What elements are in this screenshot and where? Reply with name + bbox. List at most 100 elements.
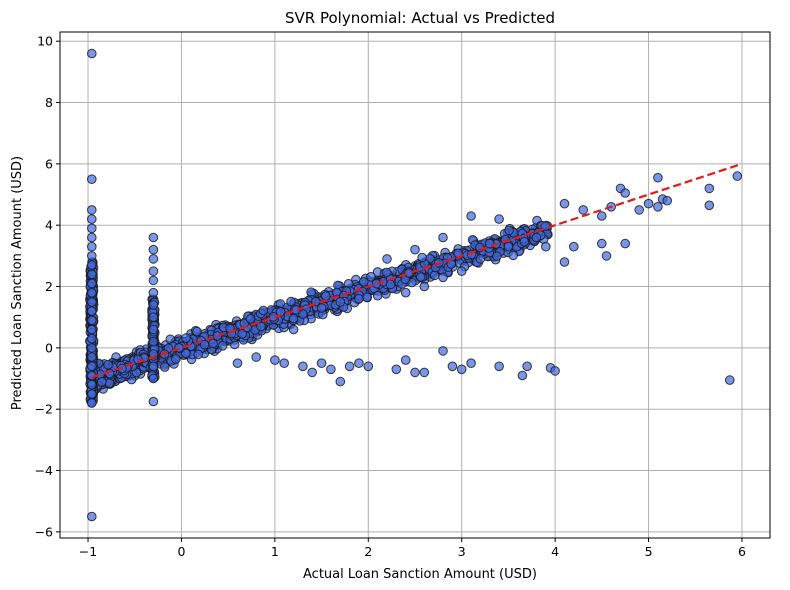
data-point [550, 366, 560, 376]
data-point [316, 358, 327, 369]
data-point [298, 361, 308, 372]
data-point [87, 278, 97, 289]
data-point [87, 297, 97, 307]
data-point [97, 377, 107, 387]
y-tick-label: −4 [35, 463, 53, 478]
data-point [87, 324, 97, 335]
data-point [148, 232, 159, 243]
data-point [456, 364, 467, 375]
data-point [569, 241, 579, 252]
data-point [87, 352, 97, 362]
data-point [87, 269, 97, 280]
data-point [597, 211, 607, 221]
data-point [559, 257, 570, 267]
data-point [103, 360, 113, 370]
data-point [597, 238, 607, 249]
data-point [87, 333, 97, 344]
data-point [87, 361, 97, 372]
data-point [382, 254, 392, 264]
data-point [148, 300, 159, 310]
x-tick-label: 0 [177, 544, 185, 559]
data-point [704, 183, 715, 194]
data-point [335, 297, 346, 307]
data-point [391, 364, 402, 375]
x-tick-label: 6 [738, 544, 746, 559]
data-points [85, 48, 743, 522]
plot-frame [59, 31, 771, 539]
data-point [410, 244, 420, 255]
data-point [371, 278, 382, 289]
data-point [522, 361, 532, 372]
data-point [620, 188, 631, 198]
data-point [447, 361, 458, 372]
data-point [732, 171, 743, 181]
data-point [578, 205, 589, 215]
data-point [363, 361, 374, 372]
data-point [87, 315, 97, 326]
data-point [366, 272, 376, 282]
data-point [251, 352, 262, 362]
data-point [192, 326, 202, 337]
data-point [634, 205, 645, 215]
data-point [181, 333, 191, 343]
data-point [494, 214, 504, 224]
data-point [410, 367, 420, 378]
data-point [270, 355, 280, 365]
data-point [620, 238, 631, 249]
data-point [429, 270, 440, 281]
data-point [104, 378, 115, 389]
data-point [326, 364, 336, 375]
data-point [417, 252, 427, 263]
data-point [559, 198, 570, 209]
data-point [307, 367, 318, 378]
data-point [148, 254, 159, 264]
data-point [87, 260, 97, 270]
data-point [438, 272, 448, 283]
data-point [87, 48, 97, 59]
data-point [87, 343, 97, 353]
data-point [372, 290, 383, 301]
data-point [87, 223, 97, 234]
data-point [354, 358, 364, 369]
data-point [653, 172, 663, 183]
x-tick-label: 2 [364, 544, 372, 559]
data-point [148, 266, 159, 277]
y-tick-label: 4 [45, 218, 53, 233]
data-point [531, 232, 542, 243]
data-point [288, 313, 299, 324]
data-point [148, 373, 159, 384]
data-point [517, 370, 528, 381]
data-point [643, 198, 654, 209]
x-tick-label: 3 [458, 544, 466, 559]
x-tick-label: 4 [551, 544, 559, 559]
data-point [359, 277, 369, 287]
data-point [87, 389, 97, 399]
y-tick-label: −6 [35, 524, 53, 539]
data-point [316, 303, 327, 313]
data-point [148, 396, 159, 407]
data-point [87, 511, 97, 522]
data-point [87, 214, 97, 224]
data-point [438, 346, 448, 356]
y-axis-label: Predicted Loan Sanction Amount (USD) [10, 156, 25, 410]
data-point [148, 312, 159, 323]
data-point [354, 294, 364, 304]
data-point [288, 324, 299, 335]
y-tick-label: 8 [45, 95, 53, 110]
chart-title: SVR Polynomial: Actual vs Predicted [285, 9, 555, 27]
data-point [492, 251, 502, 262]
data-point [87, 251, 97, 261]
x-axis-label: Actual Loan Sanction Amount (USD) [303, 567, 537, 582]
data-point [725, 375, 735, 385]
data-point [475, 254, 486, 264]
data-point [466, 211, 476, 221]
data-point [199, 339, 210, 350]
y-tick-label: −2 [35, 402, 53, 417]
x-axis-ticks: −1 0 1 2 3 4 5 6 [79, 538, 746, 559]
data-point [160, 362, 170, 372]
data-point [245, 314, 256, 324]
data-point [362, 292, 372, 302]
data-point [504, 225, 514, 236]
data-point [87, 241, 97, 252]
data-point [87, 398, 97, 408]
